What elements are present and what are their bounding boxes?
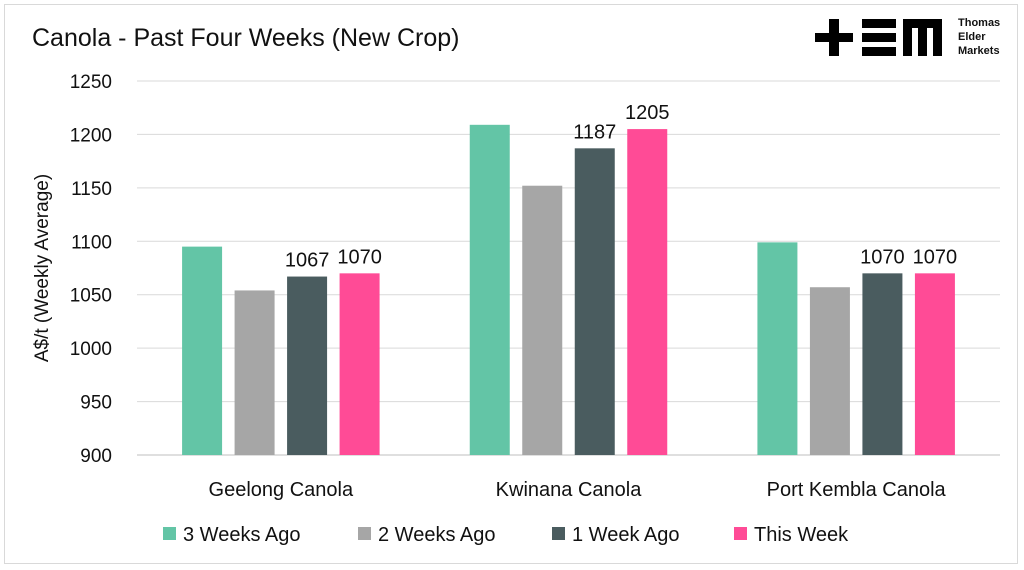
x-tick-label: Kwinana Canola — [496, 479, 643, 501]
x-tick-label: Port Kembla Canola — [767, 479, 947, 501]
y-tick-label: 1100 — [71, 232, 112, 253]
y-tick-label: 1000 — [70, 339, 112, 360]
bar — [522, 185, 563, 455]
legend-label: This Week — [754, 524, 849, 546]
bar — [914, 273, 955, 455]
chart-title: Canola - Past Four Weeks (New Crop) — [32, 24, 459, 52]
y-tick-label: 1150 — [71, 179, 112, 200]
x-tick-label: Geelong Canola — [209, 479, 354, 501]
data-label: 1187 — [573, 121, 616, 143]
data-label: 1070 — [913, 246, 958, 268]
bar — [339, 273, 380, 455]
legend-label: 1 Week Ago — [572, 524, 679, 546]
logo-line: Elder — [958, 31, 986, 43]
legend-swatch — [734, 527, 747, 540]
y-tick-label: 950 — [80, 393, 112, 414]
legend-label: 2 Weeks Ago — [378, 524, 495, 546]
bar — [287, 276, 328, 455]
y-tick-label: 1250 — [70, 72, 112, 93]
logo-line: Thomas — [958, 17, 1000, 29]
data-label: 1067 — [285, 250, 330, 272]
bar — [627, 129, 668, 456]
bar — [182, 246, 223, 455]
bar — [574, 148, 615, 455]
bar — [469, 124, 510, 455]
data-label: 1070 — [860, 246, 905, 268]
data-label: 1070 — [337, 246, 382, 268]
legend-swatch — [552, 527, 565, 540]
logo: Thomas Elder Markets — [815, 17, 1000, 57]
bar — [862, 273, 903, 455]
y-tick-label: 900 — [80, 446, 112, 467]
y-tick-label: 1050 — [70, 286, 112, 307]
bar — [809, 287, 850, 455]
logo-line: Markets — [958, 45, 1000, 57]
bar — [757, 242, 798, 455]
y-tick-label: 1200 — [70, 125, 112, 146]
bar — [234, 290, 275, 455]
legend-swatch — [358, 527, 371, 540]
data-label: 1205 — [625, 102, 670, 124]
y-axis-label: A$/t (Weekly Average) — [32, 174, 53, 362]
chart-frame — [4, 4, 1018, 564]
legend-swatch — [163, 527, 176, 540]
legend-label: 3 Weeks Ago — [183, 524, 300, 546]
